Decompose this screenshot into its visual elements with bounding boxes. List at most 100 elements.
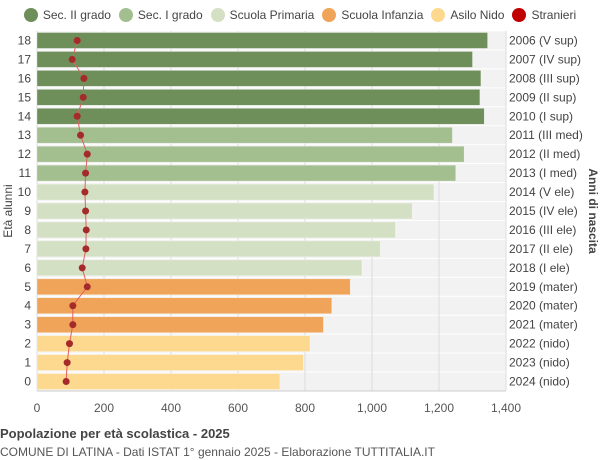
bar-age-16 bbox=[36, 70, 482, 87]
tick-label-year: 2018 (I ele) bbox=[509, 261, 570, 275]
tick-label-age: 2 bbox=[24, 337, 31, 351]
tick-label-x: 200 bbox=[94, 401, 114, 415]
tick-label-year: 2019 (mater) bbox=[509, 280, 578, 294]
y-axis-label-right: Anni di nascita bbox=[586, 168, 600, 254]
bar-age-8 bbox=[36, 221, 396, 239]
tick-label-x: 800 bbox=[295, 401, 315, 415]
tick-label-year: 2006 (V sup) bbox=[509, 33, 578, 47]
legend-label: Stranieri bbox=[531, 8, 577, 22]
y-axis-label-left: Età alunni bbox=[1, 184, 15, 237]
tick-label-age: 14 bbox=[18, 109, 32, 123]
stranieri-point-age-17 bbox=[68, 55, 76, 63]
legend-swatch bbox=[210, 8, 225, 22]
stranieri-point-age-13 bbox=[77, 131, 85, 139]
stranieri-point-age-7 bbox=[82, 245, 90, 253]
legend-item-sec-i-grado[interactable]: Sec. I grado bbox=[118, 8, 203, 22]
legend-item-scuola-primaria[interactable]: Scuola Primaria bbox=[210, 8, 315, 22]
stranieri-point-age-16 bbox=[80, 74, 88, 82]
tick-label-year: 2023 (nido) bbox=[509, 356, 570, 370]
tick-label-year: 2016 (III ele) bbox=[509, 223, 576, 237]
legend-label: Asilo Nido bbox=[450, 8, 505, 22]
tick-label-age: 10 bbox=[18, 185, 32, 199]
tick-label-x: 1,000 bbox=[357, 401, 387, 415]
tick-label-year: 2014 (V ele) bbox=[509, 185, 574, 199]
tick-label-age: 3 bbox=[24, 318, 31, 332]
bar-age-14 bbox=[36, 108, 485, 125]
legend-label: Scuola Primaria bbox=[229, 8, 315, 22]
tick-label-age: 6 bbox=[24, 261, 31, 275]
bar-age-15 bbox=[36, 89, 481, 106]
legend-item-stranieri[interactable]: Stranieri bbox=[512, 8, 576, 22]
tick-label-year: 2013 (I med) bbox=[509, 166, 577, 180]
tick-label-age: 15 bbox=[18, 90, 32, 104]
tick-label-age: 7 bbox=[24, 242, 31, 256]
bar-age-5 bbox=[36, 278, 351, 295]
stranieri-point-age-12 bbox=[83, 150, 91, 158]
stranieri-point-age-3 bbox=[69, 321, 77, 329]
tick-label-x: 400 bbox=[161, 401, 181, 415]
stranieri-point-age-15 bbox=[79, 93, 87, 101]
stranieri-point-age-8 bbox=[82, 226, 90, 234]
tick-label-year: 2009 (II sup) bbox=[509, 90, 576, 104]
tick-label-year: 2021 (mater) bbox=[509, 318, 578, 332]
tick-label-year: 2020 (mater) bbox=[509, 299, 578, 313]
tick-label-age: 11 bbox=[19, 166, 32, 180]
legend-label: Sec. II grado bbox=[42, 8, 111, 22]
bar-age-6 bbox=[36, 259, 363, 277]
tick-label-year: 2017 (II ele) bbox=[509, 242, 573, 256]
tick-label-age: 0 bbox=[24, 375, 31, 389]
legend-swatch bbox=[118, 8, 133, 22]
legend-item-scuola-infanzia[interactable]: Scuola Infanzia bbox=[322, 8, 423, 22]
tick-label-year: 2015 (IV ele) bbox=[509, 204, 578, 218]
stranieri-point-age-5 bbox=[83, 283, 91, 291]
tick-label-age: 18 bbox=[18, 33, 32, 47]
tick-label-age: 17 bbox=[18, 52, 32, 66]
tick-label-age: 1 bbox=[24, 356, 31, 370]
legend-label: Sec. I grado bbox=[137, 8, 203, 22]
stranieri-point-age-9 bbox=[82, 207, 90, 215]
stranieri-point-age-11 bbox=[82, 169, 90, 177]
tick-label-x: 1,400 bbox=[491, 401, 521, 415]
legend-swatch bbox=[431, 8, 446, 22]
tick-label-age: 13 bbox=[18, 128, 32, 142]
tick-label-x: 600 bbox=[228, 401, 248, 415]
stranieri-point-age-6 bbox=[78, 264, 86, 272]
chart-subtitle: COMUNE DI LATINA - Dati ISTAT 1° gennaio… bbox=[0, 445, 435, 459]
legend-swatch bbox=[23, 8, 38, 22]
stranieri-point-age-10 bbox=[81, 188, 89, 196]
bar-age-3 bbox=[36, 316, 324, 333]
bar-age-10 bbox=[36, 183, 435, 201]
bar-age-9 bbox=[36, 202, 413, 220]
tick-label-x: 1,200 bbox=[424, 401, 454, 415]
bar-age-13 bbox=[36, 127, 453, 144]
bar-age-4 bbox=[36, 297, 333, 314]
tick-label-year: 2022 (nido) bbox=[509, 337, 570, 351]
tick-label-age: 5 bbox=[24, 280, 31, 294]
legend-swatch bbox=[322, 8, 337, 22]
tick-label-year: 2008 (III sup) bbox=[509, 71, 580, 85]
bar-age-17 bbox=[36, 51, 473, 68]
legend-label: Scuola Infanzia bbox=[341, 8, 424, 22]
bar-age-7 bbox=[36, 240, 381, 258]
tick-label-year: 2010 (I sup) bbox=[509, 109, 573, 123]
legend-item-asilo-nido[interactable]: Asilo Nido bbox=[431, 8, 504, 22]
chart-legend: Sec. II grado Sec. I grado Scuola Primar… bbox=[0, 4, 600, 26]
legend-swatch bbox=[512, 8, 527, 22]
tick-label-age: 16 bbox=[18, 71, 32, 85]
tick-label-year: 2012 (II med) bbox=[509, 147, 580, 161]
chart-title: Popolazione per età scolastica - 2025 bbox=[0, 426, 230, 441]
stranieri-point-age-4 bbox=[69, 302, 77, 310]
tick-label-age: 9 bbox=[24, 204, 31, 218]
bar-age-12 bbox=[36, 145, 465, 163]
bar-age-0 bbox=[36, 373, 281, 390]
legend-item-sec-ii-grado[interactable]: Sec. II grado bbox=[23, 8, 111, 22]
tick-label-age: 12 bbox=[18, 147, 32, 161]
tick-label-year: 2007 (IV sup) bbox=[509, 52, 581, 66]
bar-age-18 bbox=[36, 32, 488, 49]
bar-age-2 bbox=[36, 335, 311, 352]
tick-label-year: 2024 (nido) bbox=[509, 375, 570, 389]
tick-label-x: 0 bbox=[34, 401, 41, 415]
stranieri-point-age-0 bbox=[62, 378, 70, 386]
tick-label-year: 2011 (III med) bbox=[509, 128, 583, 142]
tick-label-age: 8 bbox=[24, 223, 31, 237]
